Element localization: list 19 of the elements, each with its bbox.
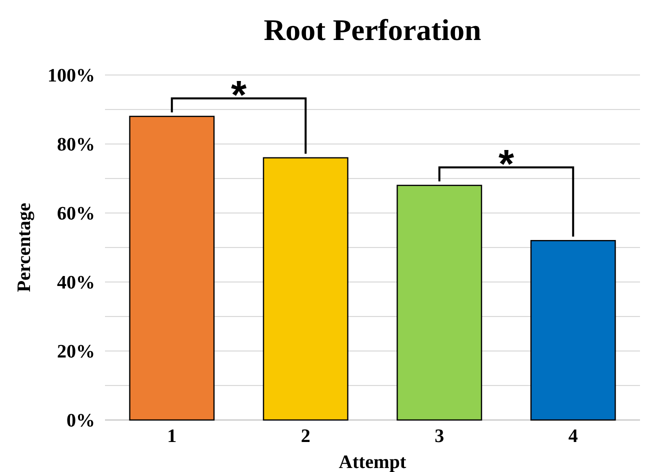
- y-tick-label: 100%: [48, 66, 95, 87]
- y-tick-label: 20%: [57, 342, 95, 363]
- x-tick-label: 1: [167, 426, 177, 447]
- x-tick-label: 4: [568, 426, 578, 447]
- bar: [396, 184, 482, 421]
- bar: [129, 116, 215, 421]
- y-tick-label: 40%: [57, 272, 95, 294]
- x-tick-label: 2: [300, 426, 310, 447]
- y-tick-label: 80%: [57, 134, 95, 156]
- y-axis-title: Percentage: [14, 202, 35, 292]
- annotation: *: [230, 73, 247, 118]
- annotation: *: [498, 142, 514, 186]
- bar: [530, 240, 616, 421]
- y-tick-label: 0%: [66, 410, 95, 432]
- bar: [262, 157, 348, 421]
- x-tick-label: 3: [434, 426, 444, 447]
- y-tick-label: 60%: [57, 204, 95, 225]
- x-axis-title: Attempt: [338, 452, 407, 472]
- chart-title: Root Perforation: [264, 14, 482, 47]
